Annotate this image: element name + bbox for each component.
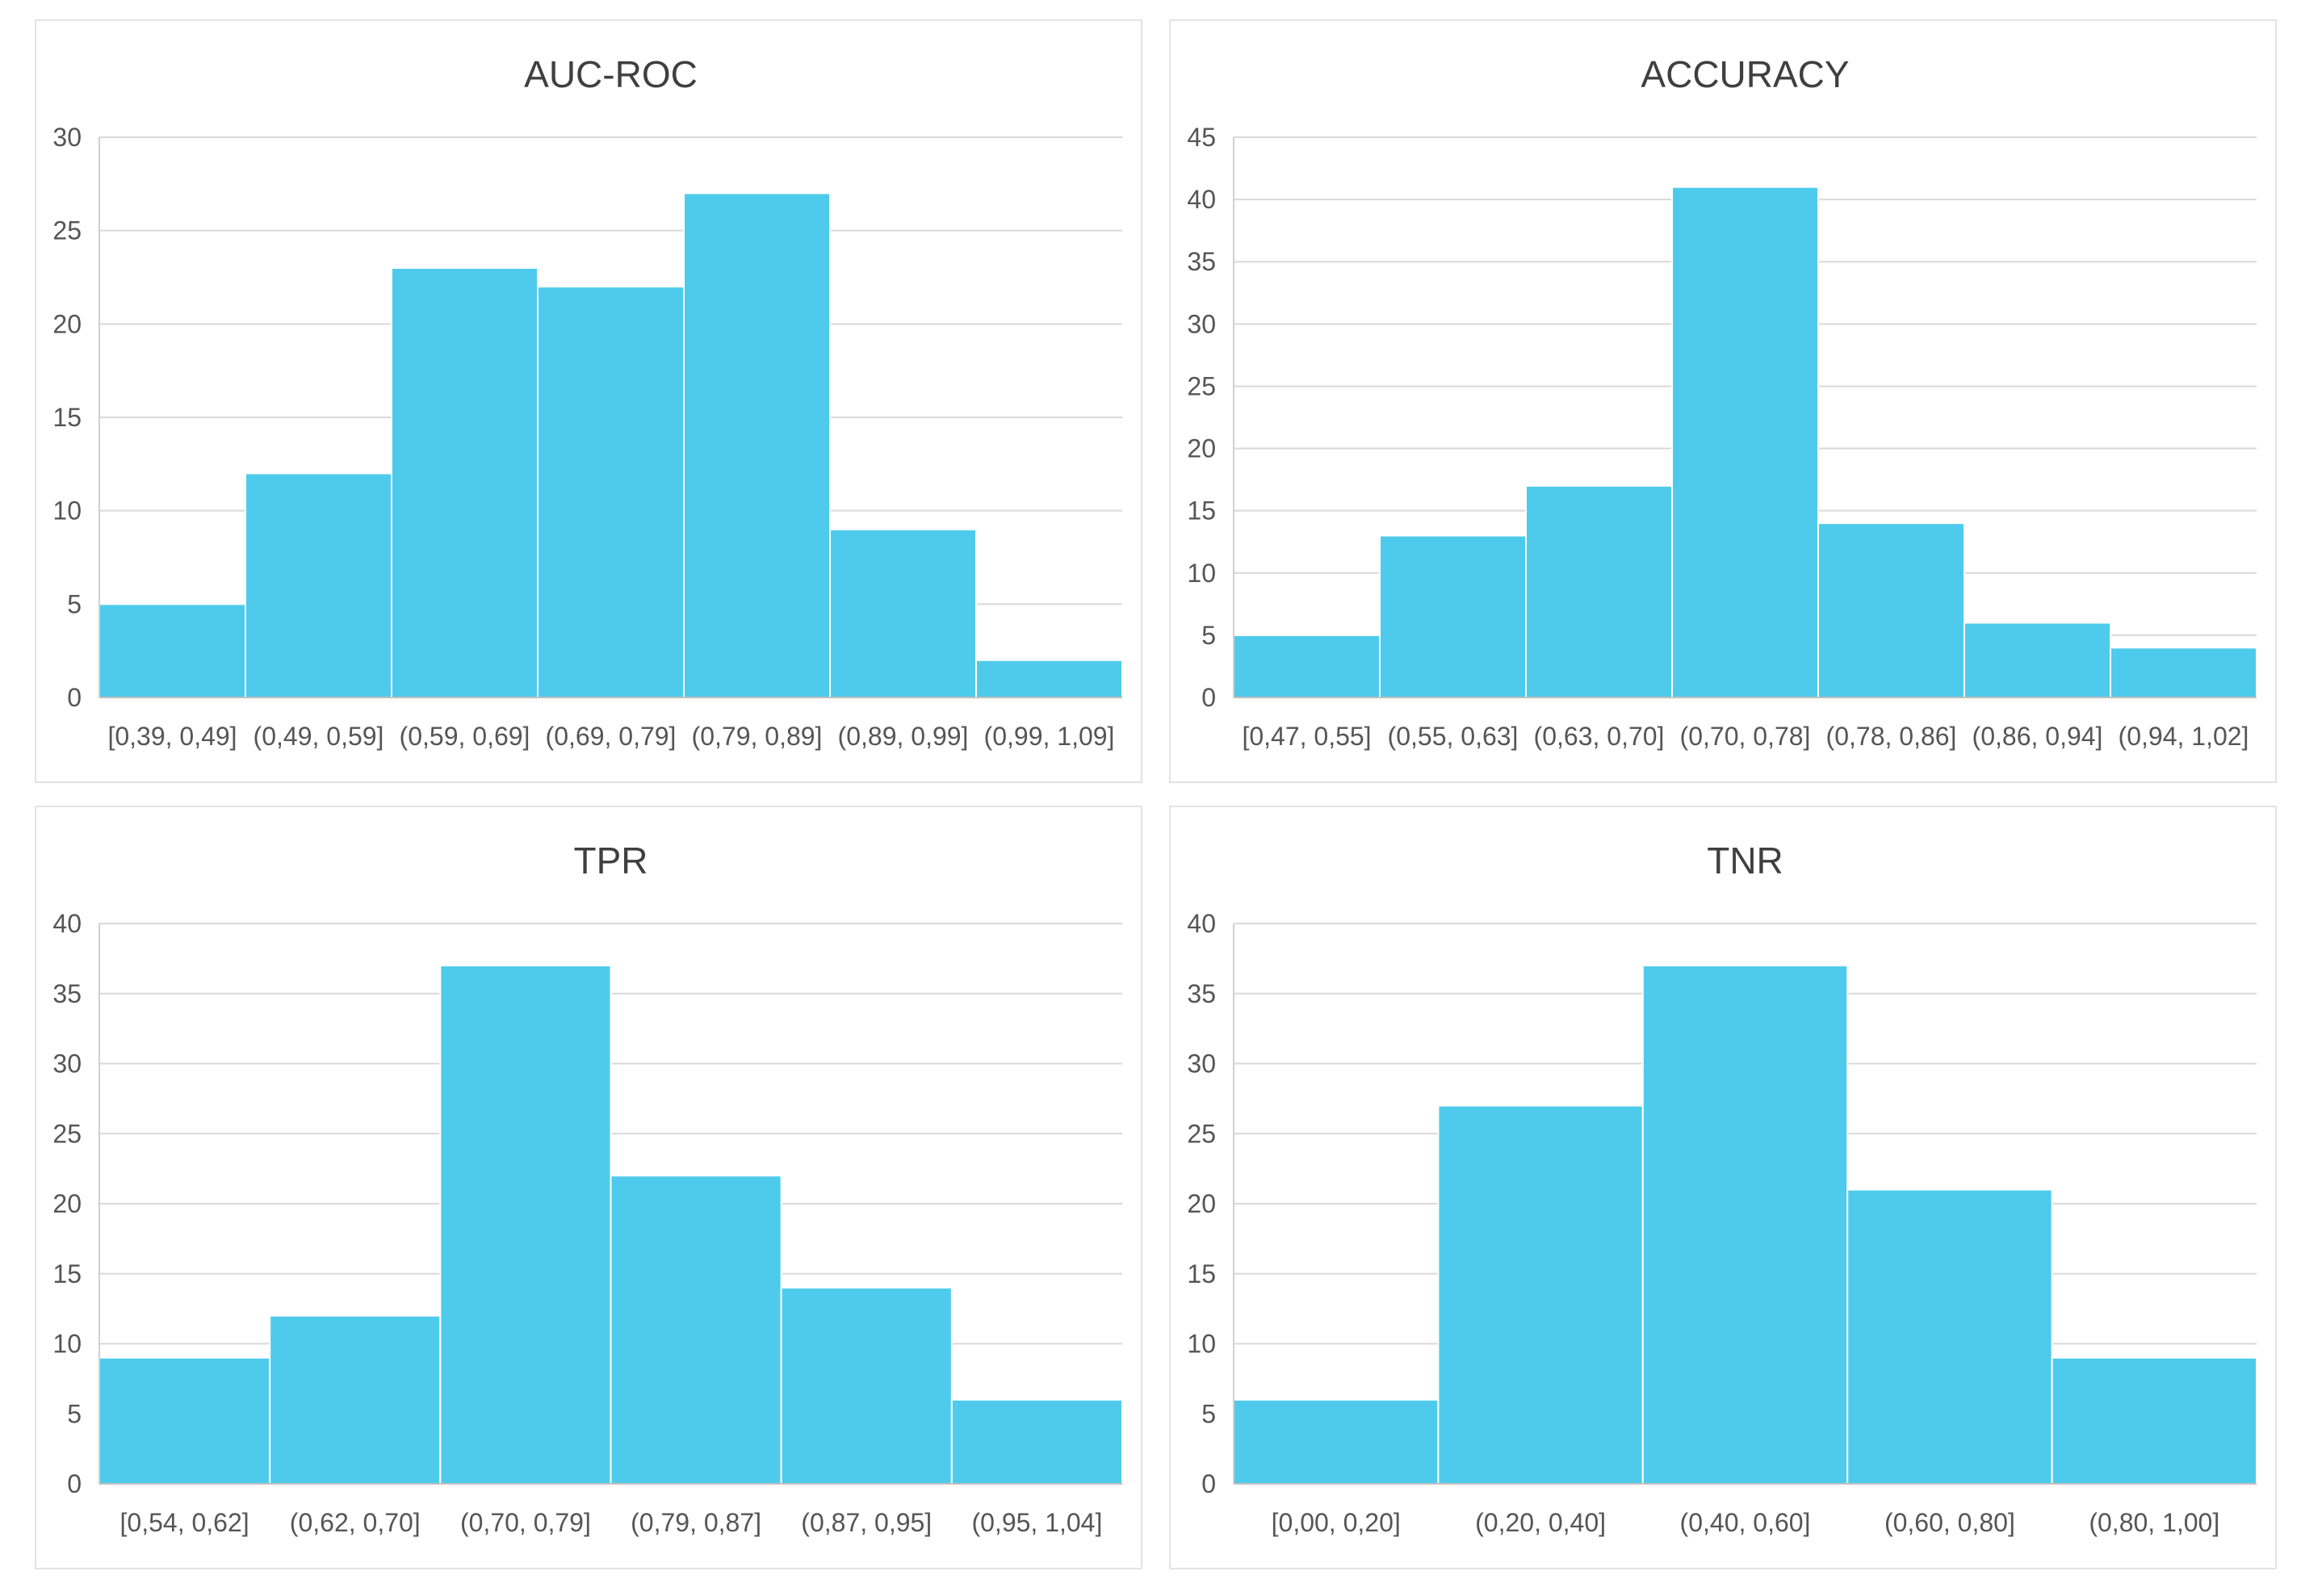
- x-tick-label: (0,70, 0,78]: [1680, 722, 1811, 751]
- histogram-panel-tnr: TNR 0 5 10 15 20 25 30 35 40 [0,00, 0,20] (0,20, 0,…: [1169, 806, 2277, 1569]
- y-tick-label: 5: [1201, 1399, 1216, 1428]
- x-tick-label: (0,86, 0,94]: [1972, 722, 2103, 751]
- histogram-bar: [245, 472, 392, 699]
- histogram-bar: [2051, 1356, 2257, 1485]
- histogram-bar: [975, 659, 1123, 699]
- y-tick-label: 5: [67, 589, 82, 618]
- y-tick-label: 35: [1187, 247, 1216, 276]
- histogram-bar: [1817, 522, 1965, 698]
- histogram-bar: [1846, 1188, 2053, 1485]
- y-tick-label: 0: [1201, 683, 1216, 712]
- histogram-svg: TNR 0 5 10 15 20 25 30 35 40 [0,00, 0,20] (0,20, 0,…: [1187, 840, 2257, 1537]
- x-tick-label: (0,69, 0,79]: [546, 722, 677, 751]
- x-tick-label: (0,70, 0,79]: [460, 1508, 591, 1537]
- histogram-bar: [1437, 1104, 1644, 1485]
- histogram-svg: ACCURACY 0 5 10 15 20 25 30 35 40 45 [0,47, 0,55] (0…: [1187, 53, 2257, 751]
- y-tick-label: 45: [1187, 123, 1216, 152]
- y-tick-label: 30: [1187, 1049, 1216, 1079]
- y-tick-label: 30: [52, 1049, 82, 1079]
- x-tick-label: [0,54, 0,62]: [120, 1508, 249, 1537]
- x-tick-label: (0,59, 0,69]: [400, 722, 530, 751]
- histogram-bar: [1671, 186, 1819, 698]
- y-tick-label: 30: [52, 123, 82, 152]
- histogram-bar: [1641, 965, 1849, 1485]
- y-tick-label: 0: [1201, 1469, 1216, 1498]
- x-tick-label: [0,00, 0,20]: [1272, 1508, 1401, 1537]
- y-tick-label: 25: [1187, 371, 1216, 400]
- y-tick-label: 30: [1187, 309, 1216, 338]
- x-tick-label: (0,62, 0,70]: [290, 1508, 421, 1537]
- histogram-bar: [1233, 634, 1381, 699]
- y-tick-label: 20: [1187, 434, 1216, 463]
- y-tick-label: 5: [1201, 621, 1216, 650]
- x-tick-label: (0,95, 1,04]: [971, 1508, 1102, 1537]
- x-tick-label: (0,79, 0,89]: [692, 722, 823, 751]
- x-tick-label: (0,63, 0,70]: [1534, 722, 1665, 751]
- x-tick-label: (0,99, 1,09]: [984, 722, 1115, 751]
- x-tick-label: (0,20, 0,40]: [1475, 1508, 1606, 1537]
- histogram-bar: [1379, 534, 1527, 698]
- y-tick-label: 10: [1187, 559, 1216, 588]
- y-tick-label: 40: [1187, 185, 1216, 214]
- histogram-bar: [950, 1398, 1124, 1485]
- x-tick-label: (0,78, 0,86]: [1826, 722, 1957, 751]
- x-tick-label: (0,87, 0,95]: [801, 1508, 932, 1537]
- y-tick-label: 40: [52, 909, 82, 938]
- y-tick-label: 35: [1187, 979, 1216, 1008]
- x-tick-label: [0,39, 0,49]: [107, 722, 237, 751]
- y-tick-label: 0: [67, 1469, 82, 1498]
- y-tick-label: 15: [1187, 496, 1216, 526]
- histogram-bar: [1525, 484, 1673, 698]
- x-tick-label: (0,60, 0,80]: [1884, 1508, 2015, 1537]
- x-tick-label: (0,79, 0,87]: [631, 1508, 761, 1537]
- chart-title: AUC-ROC: [524, 53, 698, 95]
- x-tick-label: (0,80, 1,00]: [2089, 1508, 2219, 1537]
- histogram-bar: [829, 528, 977, 698]
- x-tick-label: (0,49, 0,59]: [254, 722, 384, 751]
- y-tick-label: 20: [1187, 1189, 1216, 1218]
- x-tick-label: (0,40, 0,60]: [1680, 1508, 1811, 1537]
- histogram-bar: [98, 1356, 271, 1485]
- y-tick-label: 15: [1187, 1259, 1216, 1288]
- histogram-panel-tpr: TPR 0 5 10 15 20 25 30 35 40 [0,54, 0,62] (0,62, 0,…: [35, 806, 1142, 1569]
- y-tick-label: 10: [52, 496, 82, 526]
- y-tick-label: 25: [1187, 1119, 1216, 1148]
- histogram-bar: [439, 965, 612, 1485]
- y-tick-label: 10: [52, 1330, 82, 1359]
- y-tick-label: 5: [67, 1399, 82, 1428]
- x-tick-label: (0,94, 1,02]: [2119, 722, 2249, 751]
- histogram-bar: [1964, 622, 2111, 699]
- histogram-bar: [391, 266, 539, 698]
- chart-title: TPR: [574, 840, 648, 882]
- histogram-bar: [780, 1287, 953, 1485]
- x-tick-label: [0,47, 0,55]: [1242, 722, 1371, 751]
- y-tick-label: 20: [52, 1189, 82, 1218]
- x-tick-label: (0,55, 0,63]: [1388, 722, 1519, 751]
- y-tick-label: 10: [1187, 1330, 1216, 1359]
- y-tick-label: 15: [52, 403, 82, 432]
- histogram-bar: [610, 1175, 782, 1485]
- y-tick-label: 20: [52, 309, 82, 338]
- histogram-svg: AUC-ROC 0 5 10 15 20 25 30 [0,39, 0,49] (0,49, 0,…: [52, 53, 1123, 751]
- y-tick-label: 25: [52, 1119, 82, 1148]
- y-tick-label: 35: [52, 979, 82, 1008]
- histogram-bar: [269, 1314, 442, 1485]
- histogram-bar: [1233, 1398, 1440, 1485]
- histogram-bar: [98, 603, 246, 698]
- y-tick-label: 40: [1187, 909, 1216, 938]
- y-tick-label: 0: [67, 683, 82, 712]
- y-tick-label: 15: [52, 1259, 82, 1288]
- histogram-bar: [537, 286, 685, 698]
- histogram-panel-accuracy: ACCURACY 0 5 10 15 20 25 30 35 40 45 [0,47, 0,55] (0…: [1169, 19, 2277, 783]
- chart-title: TNR: [1707, 840, 1783, 882]
- histogram-panel-auc-roc: AUC-ROC 0 5 10 15 20 25 30 [0,39, 0,49] (0,49, 0,…: [35, 19, 1142, 783]
- chart-title: ACCURACY: [1641, 53, 1849, 95]
- histogram-bar: [683, 192, 831, 698]
- histogram-svg: TPR 0 5 10 15 20 25 30 35 40 [0,54, 0,62] (0,62, 0,…: [52, 840, 1124, 1537]
- histogram-bar: [2110, 647, 2257, 698]
- y-tick-label: 25: [52, 216, 82, 245]
- x-tick-label: (0,89, 0,99]: [838, 722, 969, 751]
